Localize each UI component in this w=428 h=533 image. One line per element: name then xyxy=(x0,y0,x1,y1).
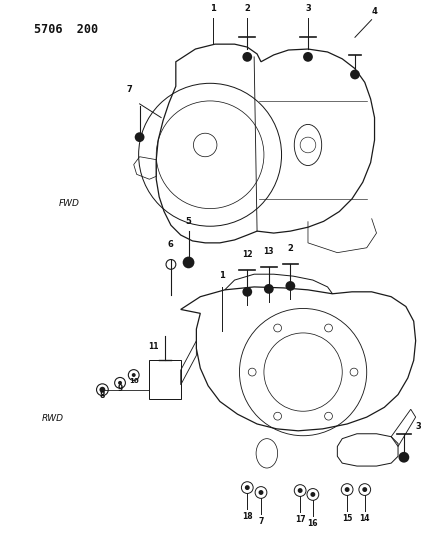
Circle shape xyxy=(363,487,367,492)
Circle shape xyxy=(242,52,252,62)
Text: FWD: FWD xyxy=(58,199,79,208)
Text: 5706  200: 5706 200 xyxy=(34,22,98,36)
Text: 13: 13 xyxy=(264,247,274,256)
Text: 8: 8 xyxy=(100,391,105,400)
Text: RWD: RWD xyxy=(42,414,64,423)
Text: 18: 18 xyxy=(242,512,253,521)
Text: 10: 10 xyxy=(129,378,139,384)
Circle shape xyxy=(118,381,122,385)
Text: 9: 9 xyxy=(117,384,123,393)
Text: 12: 12 xyxy=(242,249,253,259)
Circle shape xyxy=(245,485,250,490)
Text: 11: 11 xyxy=(148,342,158,351)
Circle shape xyxy=(310,492,315,497)
Circle shape xyxy=(350,70,360,79)
Circle shape xyxy=(398,452,409,463)
Circle shape xyxy=(303,52,313,62)
Circle shape xyxy=(183,256,194,268)
Circle shape xyxy=(345,487,350,492)
Circle shape xyxy=(264,284,274,294)
Text: 14: 14 xyxy=(360,514,370,523)
Text: 15: 15 xyxy=(342,514,352,523)
Text: 2: 2 xyxy=(288,244,293,253)
Text: 5: 5 xyxy=(186,217,191,226)
Text: 3: 3 xyxy=(305,4,311,13)
Circle shape xyxy=(285,281,295,291)
Text: 1: 1 xyxy=(219,271,225,280)
Circle shape xyxy=(135,132,145,142)
Text: 3: 3 xyxy=(416,422,422,431)
Circle shape xyxy=(259,490,264,495)
Circle shape xyxy=(298,488,303,493)
Text: 16: 16 xyxy=(308,519,318,528)
Text: 6: 6 xyxy=(168,240,174,249)
Circle shape xyxy=(132,373,136,377)
Circle shape xyxy=(242,287,252,297)
Text: 17: 17 xyxy=(295,515,306,524)
Text: 7: 7 xyxy=(127,85,133,94)
Text: 1: 1 xyxy=(210,4,216,13)
Text: 2: 2 xyxy=(244,4,250,13)
Text: 7: 7 xyxy=(259,517,264,526)
Text: 4: 4 xyxy=(372,7,377,16)
Circle shape xyxy=(99,387,105,393)
